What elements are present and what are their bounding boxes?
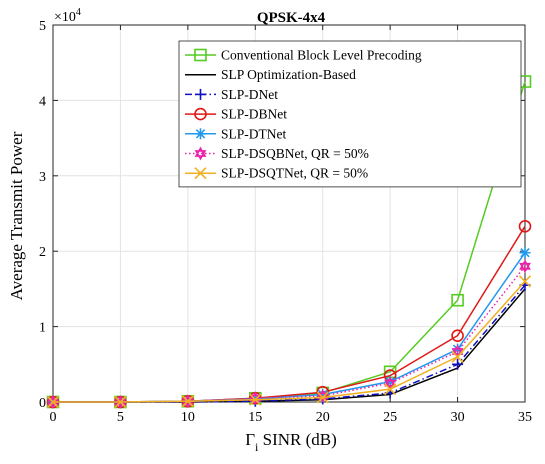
marker-circle bbox=[451, 329, 464, 342]
marker-x-b bbox=[316, 391, 329, 404]
marker-star-b bbox=[520, 248, 530, 258]
x-axis-label-rest: SINR (dB) bbox=[258, 430, 336, 449]
data-marker bbox=[46, 395, 60, 409]
marker-x-b bbox=[384, 383, 397, 396]
marker-hexstar-a bbox=[384, 376, 397, 387]
marker-square bbox=[194, 48, 207, 62]
marker-x-b bbox=[194, 167, 207, 180]
x-tick-label: 20 bbox=[316, 410, 330, 425]
x-tick-label: 30 bbox=[451, 410, 465, 425]
series-7 bbox=[46, 275, 532, 409]
data-marker bbox=[384, 383, 397, 396]
marker-hexstar-a bbox=[194, 146, 207, 157]
y-tick-label: 3 bbox=[39, 170, 46, 185]
marker-x-b bbox=[249, 393, 262, 406]
data-marker bbox=[451, 293, 464, 307]
data-marker bbox=[194, 107, 207, 121]
legend-entry: SLP Optimization-Based bbox=[185, 67, 356, 82]
legend-entry: SLP-DTNet bbox=[185, 126, 286, 141]
y-tick-label: 4 bbox=[39, 94, 46, 109]
x-axis-label: Γi SINR (dB) bbox=[245, 430, 337, 454]
x-tick-label: 10 bbox=[181, 410, 195, 425]
data-marker bbox=[114, 395, 127, 409]
x-tick-label: 0 bbox=[50, 410, 57, 425]
legend-label: SLP-DNet bbox=[221, 87, 278, 102]
marker-hexstar-b bbox=[451, 348, 464, 359]
marker-hexstar-b bbox=[384, 379, 397, 390]
legend-entry: SLP-DSQBNet, QR = 50% bbox=[185, 146, 369, 161]
marker-square bbox=[451, 293, 464, 307]
series-layer bbox=[46, 75, 532, 409]
marker-x-b bbox=[181, 395, 194, 408]
y-tick-label: 1 bbox=[39, 321, 46, 336]
legend: Conventional Block Level Precoding SLP Op… bbox=[178, 40, 522, 188]
legend-label: Conventional Block Level Precoding bbox=[221, 48, 422, 63]
data-marker bbox=[518, 220, 532, 233]
x-axis-label-subscript: i bbox=[255, 440, 259, 454]
y-axis-exponent-base: ×10 bbox=[54, 10, 76, 25]
data-marker bbox=[518, 275, 532, 288]
plot-frame bbox=[52, 24, 526, 403]
marker-hexstar-a bbox=[519, 259, 531, 270]
x-tick-label: 5 bbox=[117, 410, 124, 425]
marker-circle bbox=[194, 107, 207, 121]
x-tick-label: 35 bbox=[518, 410, 532, 425]
y-axis-exponent: ×104 bbox=[54, 7, 81, 25]
data-marker bbox=[451, 329, 464, 342]
data-marker bbox=[519, 247, 531, 259]
axis-ticks: 0 5 10 15 20 25 30 35 0 1 2 3 4 5 bbox=[39, 19, 532, 425]
legend-label: SLP-DTNet bbox=[221, 126, 286, 141]
marker-star-b bbox=[195, 129, 206, 139]
legend-box bbox=[178, 40, 522, 188]
data-marker bbox=[384, 376, 397, 390]
data-marker bbox=[451, 350, 464, 363]
data-marker bbox=[194, 167, 207, 180]
legend-label: SLP Optimization-Based bbox=[221, 67, 356, 82]
data-marker bbox=[519, 259, 531, 274]
y-tick-label: 0 bbox=[39, 396, 46, 411]
data-marker bbox=[181, 395, 194, 408]
data-marker bbox=[249, 393, 262, 406]
legend-entry: Conventional Block Level Precoding bbox=[185, 48, 422, 63]
marker-x-b bbox=[46, 395, 60, 409]
x-axis-label-gamma: Γ bbox=[245, 430, 255, 449]
x-tick-label: 15 bbox=[248, 410, 262, 425]
y-tick-label: 2 bbox=[39, 245, 46, 260]
series-line bbox=[53, 280, 526, 403]
data-marker bbox=[451, 344, 464, 359]
legend-entry: SLP-DNet bbox=[185, 87, 278, 102]
marker-x-b bbox=[518, 275, 532, 288]
data-marker bbox=[195, 88, 206, 100]
marker-circle bbox=[518, 220, 532, 233]
marker-hexstar-b bbox=[194, 150, 207, 161]
marker-hexstar-b bbox=[519, 262, 531, 274]
marker-x-b bbox=[114, 395, 127, 409]
y-axis-exponent-power: 4 bbox=[76, 7, 81, 18]
y-tick-label: 5 bbox=[39, 19, 46, 34]
data-marker bbox=[194, 146, 207, 161]
data-marker bbox=[452, 358, 464, 370]
data-marker bbox=[316, 391, 329, 404]
legend-entry: SLP-DBNet bbox=[185, 107, 287, 122]
data-marker bbox=[194, 48, 207, 62]
data-marker bbox=[195, 128, 206, 140]
legend-entry: SLP-DSQTNet, QR = 50% bbox=[185, 166, 368, 181]
chart-title: QPSK-4x4 bbox=[257, 10, 326, 26]
legend-label: SLP-DBNet bbox=[221, 107, 287, 122]
legend-label: SLP-DSQTNet, QR = 50% bbox=[221, 166, 368, 181]
marker-hexstar-a bbox=[451, 344, 464, 355]
legend-label: SLP-DSQBNet, QR = 50% bbox=[221, 146, 369, 161]
y-axis-label: Average Transmit Power bbox=[7, 131, 26, 300]
marker-x-b bbox=[451, 350, 464, 363]
x-tick-label: 25 bbox=[383, 410, 397, 425]
series-line bbox=[53, 265, 526, 403]
